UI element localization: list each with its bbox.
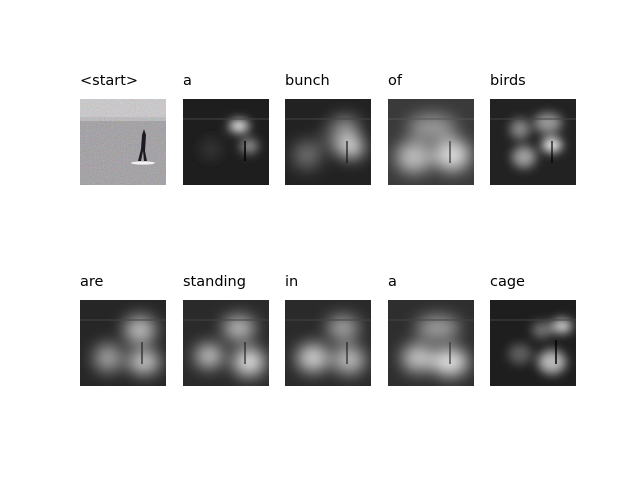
- attention-map: [388, 300, 474, 386]
- attention-map: [285, 99, 371, 185]
- caption-word: bunch: [285, 73, 330, 89]
- caption-word: in: [285, 274, 299, 290]
- caption-word: of: [388, 73, 402, 89]
- caption-word: cage: [490, 274, 525, 290]
- attention-map: [388, 99, 474, 185]
- attention-map: [183, 99, 269, 185]
- caption-word: a: [388, 274, 397, 290]
- attention-map: [80, 300, 166, 386]
- caption-word: a: [183, 73, 192, 89]
- caption-word: <start>: [80, 73, 139, 89]
- caption-word: are: [80, 274, 104, 290]
- attention-map: [285, 300, 371, 386]
- attention-map: [490, 99, 576, 185]
- caption-word: birds: [490, 73, 526, 89]
- attention-map: [490, 300, 576, 386]
- original-photo: [80, 99, 166, 185]
- attention-map: [183, 300, 269, 386]
- caption-word: standing: [183, 274, 246, 290]
